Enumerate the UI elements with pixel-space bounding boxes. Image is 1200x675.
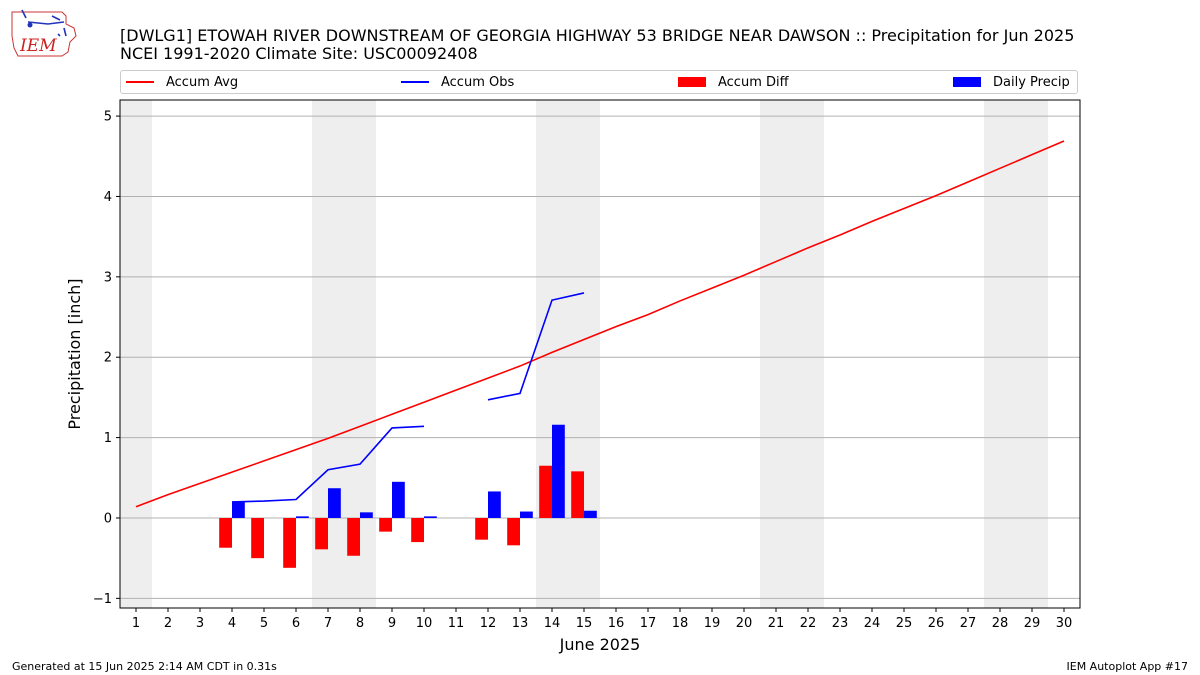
x-tick-label: 2: [164, 616, 172, 631]
legend-label-accum-diff: Accum Diff: [718, 74, 789, 90]
x-axis-label: June 2025: [559, 635, 641, 654]
legend-swatch-accum-diff: [678, 77, 706, 87]
x-tick-label: 16: [608, 616, 625, 631]
y-tick-label: 0: [104, 511, 112, 526]
x-tick-label: 3: [196, 616, 204, 631]
y-tick-label: 2: [104, 351, 112, 366]
x-tick-label: 19: [704, 616, 721, 631]
x-tick-label: 1: [132, 616, 140, 631]
x-tick-label: 28: [992, 616, 1009, 631]
bar-daily-precip: [328, 488, 341, 518]
y-tick-label: 1: [104, 431, 112, 446]
weekend-shade: [120, 100, 152, 608]
x-tick-label: 22: [800, 616, 817, 631]
bar-accum-diff: [411, 517, 424, 543]
bar-daily-precip: [552, 424, 565, 518]
x-tick-label: 15: [576, 616, 593, 631]
chart-subtitle: NCEI 1991-2020 Climate Site: USC00092408: [120, 44, 478, 63]
bar-accum-diff: [571, 471, 584, 518]
y-tick-label: 5: [104, 110, 112, 125]
x-tick-label: 26: [928, 616, 945, 631]
x-tick-label: 6: [292, 616, 300, 631]
weekend-shade: [536, 100, 600, 608]
x-tick-label: 27: [960, 616, 977, 631]
bar-accum-diff: [379, 517, 392, 532]
bar-daily-precip: [488, 491, 501, 518]
bar-accum-diff: [475, 517, 488, 540]
legend-label-accum-avg: Accum Avg: [166, 74, 239, 90]
weekend-shade: [760, 100, 824, 608]
legend-item-accum-avg: Accum Avg: [126, 71, 238, 93]
bar-accum-diff: [251, 517, 264, 559]
bar-daily-precip: [520, 511, 533, 518]
x-tick-label: 24: [864, 616, 881, 631]
bar-accum-diff: [539, 465, 552, 518]
x-tick-label: 30: [1056, 616, 1073, 631]
bar-daily-precip: [360, 512, 373, 518]
y-tick-label: 3: [104, 270, 112, 285]
x-tick-label: 18: [672, 616, 689, 631]
legend-item-daily-precip: Daily Precip: [953, 71, 1070, 93]
legend: Accum Avg Accum Obs Accum Diff Daily Pre…: [120, 70, 1078, 94]
x-tick-label: 21: [768, 616, 785, 631]
footer-app: IEM Autoplot App #17: [1066, 660, 1189, 673]
line-accum-obs: [231, 292, 585, 503]
bar-accum-diff: [315, 517, 328, 550]
bar-accum-diff: [283, 517, 296, 568]
y-axis-label: Precipitation [inch]: [65, 278, 84, 429]
legend-label-accum-obs: Accum Obs: [441, 74, 515, 90]
legend-swatch-accum-obs: [401, 81, 429, 83]
bar-accum-diff: [507, 517, 520, 546]
chart-title: [DWLG1] ETOWAH RIVER DOWNSTREAM OF GEORG…: [120, 26, 1075, 45]
legend-swatch-daily-precip: [953, 77, 981, 87]
weekend-shade: [984, 100, 1048, 608]
x-tick-label: 14: [544, 616, 561, 631]
legend-item-accum-obs: Accum Obs: [401, 71, 514, 93]
bar-daily-precip: [392, 481, 405, 518]
x-tick-label: 17: [640, 616, 657, 631]
logo-text: IEM: [20, 36, 57, 56]
bar-daily-precip: [584, 510, 597, 518]
x-tick-label: 12: [480, 616, 497, 631]
legend-swatch-accum-avg: [126, 81, 154, 83]
legend-label-daily-precip: Daily Precip: [993, 74, 1070, 90]
x-tick-label: 10: [416, 616, 433, 631]
x-tick-label: 29: [1024, 616, 1041, 631]
bar-accum-diff: [347, 517, 360, 556]
legend-item-accum-diff: Accum Diff: [678, 71, 789, 93]
x-tick-label: 5: [260, 616, 268, 631]
bar-accum-diff: [219, 517, 232, 548]
x-tick-label: 9: [388, 616, 396, 631]
x-tick-label: 25: [896, 616, 913, 631]
x-tick-label: 4: [228, 616, 236, 631]
iem-logo: [11, 9, 77, 57]
x-tick-label: 11: [448, 616, 465, 631]
x-tick-label: 23: [832, 616, 849, 631]
y-tick-label: 4: [104, 190, 112, 205]
bar-daily-precip: [232, 501, 245, 518]
plot-frame: [119, 99, 1081, 609]
x-tick-label: 20: [736, 616, 753, 631]
y-tick-label: −1: [93, 592, 112, 607]
bar-daily-precip: [296, 516, 309, 518]
x-tick-label: 8: [356, 616, 364, 631]
weekend-shade: [312, 100, 376, 608]
footer-generated: Generated at 15 Jun 2025 2:14 AM CDT in …: [12, 660, 277, 673]
x-tick-label: 7: [324, 616, 332, 631]
bar-daily-precip: [424, 516, 437, 518]
line-accum-avg: [135, 140, 1065, 508]
x-tick-label: 13: [512, 616, 529, 631]
